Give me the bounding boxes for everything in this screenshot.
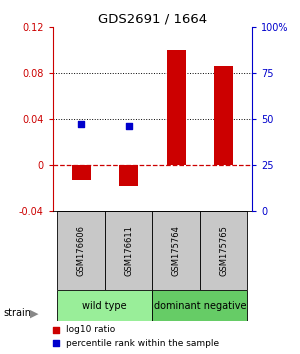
- Text: dominant negative: dominant negative: [154, 301, 246, 311]
- Text: GSM175765: GSM175765: [219, 225, 228, 276]
- Text: percentile rank within the sample: percentile rank within the sample: [67, 339, 220, 348]
- Point: [54, 341, 59, 346]
- Title: GDS2691 / 1664: GDS2691 / 1664: [98, 12, 207, 25]
- Text: ▶: ▶: [30, 308, 39, 318]
- Bar: [152, 211, 200, 290]
- Text: wild type: wild type: [82, 301, 127, 311]
- Bar: [105, 211, 152, 290]
- Text: GSM176611: GSM176611: [124, 225, 133, 276]
- Text: log10 ratio: log10 ratio: [67, 325, 116, 334]
- Bar: [214, 66, 233, 165]
- Text: strain: strain: [3, 308, 31, 318]
- Point: [79, 122, 83, 127]
- Bar: [152, 290, 247, 321]
- Bar: [200, 211, 247, 290]
- Bar: [57, 211, 105, 290]
- Bar: [167, 50, 185, 165]
- Bar: [57, 290, 152, 321]
- Bar: [71, 165, 91, 180]
- Bar: [119, 165, 138, 185]
- Text: GSM175764: GSM175764: [172, 225, 181, 276]
- Point: [126, 123, 131, 129]
- Text: GSM176606: GSM176606: [76, 225, 85, 276]
- Point: [54, 327, 59, 332]
